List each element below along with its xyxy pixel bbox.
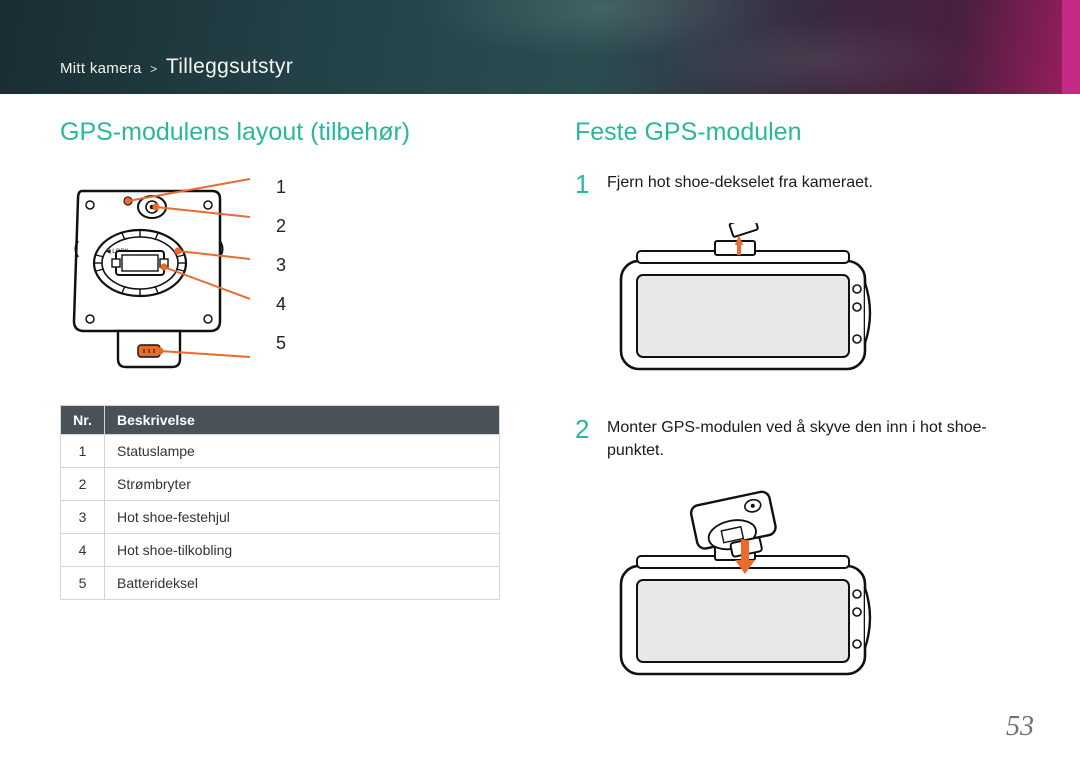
right-column: Feste GPS-modulen 1 Fjern hot shoe-dekse… [575,118,1020,735]
table-cell: Batterideksel [105,567,500,600]
table-cell: 2 [61,468,105,501]
table-cell: Hot shoe-festehjul [105,501,500,534]
section-title-right: Feste GPS-modulen [575,118,1020,147]
content-area: GPS-modulens layout (tilbehør) [60,118,1020,735]
table-cell: 5 [61,567,105,600]
callout-number: 4 [276,294,286,315]
table-row: 4 Hot shoe-tilkobling [61,534,500,567]
table-cell: 3 [61,501,105,534]
breadcrumb: Mitt kamera > Tilleggsutstyr [60,55,293,79]
step-number: 1 [575,171,593,197]
callout-number: 5 [276,333,286,354]
callout-number: 1 [276,177,286,198]
table-header-cell: Beskrivelse [105,406,500,435]
page-accent-tab [1062,0,1080,94]
camera-attach-module-illustration [607,488,887,688]
header-band: Mitt kamera > Tilleggsutstyr [0,0,1080,94]
table-cell: Strømbryter [105,468,500,501]
breadcrumb-current: Tilleggsutstyr [166,55,293,78]
section-title-left: GPS-modulens layout (tilbehør) [60,118,505,147]
camera-remove-cover-illustration [607,223,887,383]
table-cell: Hot shoe-tilkobling [105,534,500,567]
breadcrumb-separator: > [150,62,157,76]
table-header-row: Nr. Beskrivelse [61,406,500,435]
table-row: 1 Statuslampe [61,435,500,468]
table-cell: 4 [61,534,105,567]
step-1: 1 Fjern hot shoe-dekselet fra kameraet. [575,171,1020,197]
table-cell: Statuslampe [105,435,500,468]
step-text: Monter GPS-modulen ved å skyve den inn i… [607,416,1020,462]
table-header-cell: Nr. [61,406,105,435]
table-row: 3 Hot shoe-festehjul [61,501,500,534]
left-column: GPS-modulens layout (tilbehør) [60,118,505,735]
breadcrumb-parent: Mitt kamera [60,60,142,77]
page-number: 53 [1006,711,1034,743]
gps-module-illustration: ◀ LOCK [60,171,250,381]
callout-number-list: 1 2 3 4 5 [276,171,286,354]
callout-number: 3 [276,255,286,276]
parts-table: Nr. Beskrivelse 1 Statuslampe 2 Strømbry… [60,405,500,600]
step-number: 2 [575,416,593,462]
callout-number: 2 [276,216,286,237]
step-2: 2 Monter GPS-modulen ved å skyve den inn… [575,416,1020,462]
table-row: 5 Batterideksel [61,567,500,600]
table-cell: 1 [61,435,105,468]
table-row: 2 Strømbryter [61,468,500,501]
step-text: Fjern hot shoe-dekselet fra kameraet. [607,171,873,197]
gps-module-layout-figure: ◀ LOCK [60,171,505,381]
